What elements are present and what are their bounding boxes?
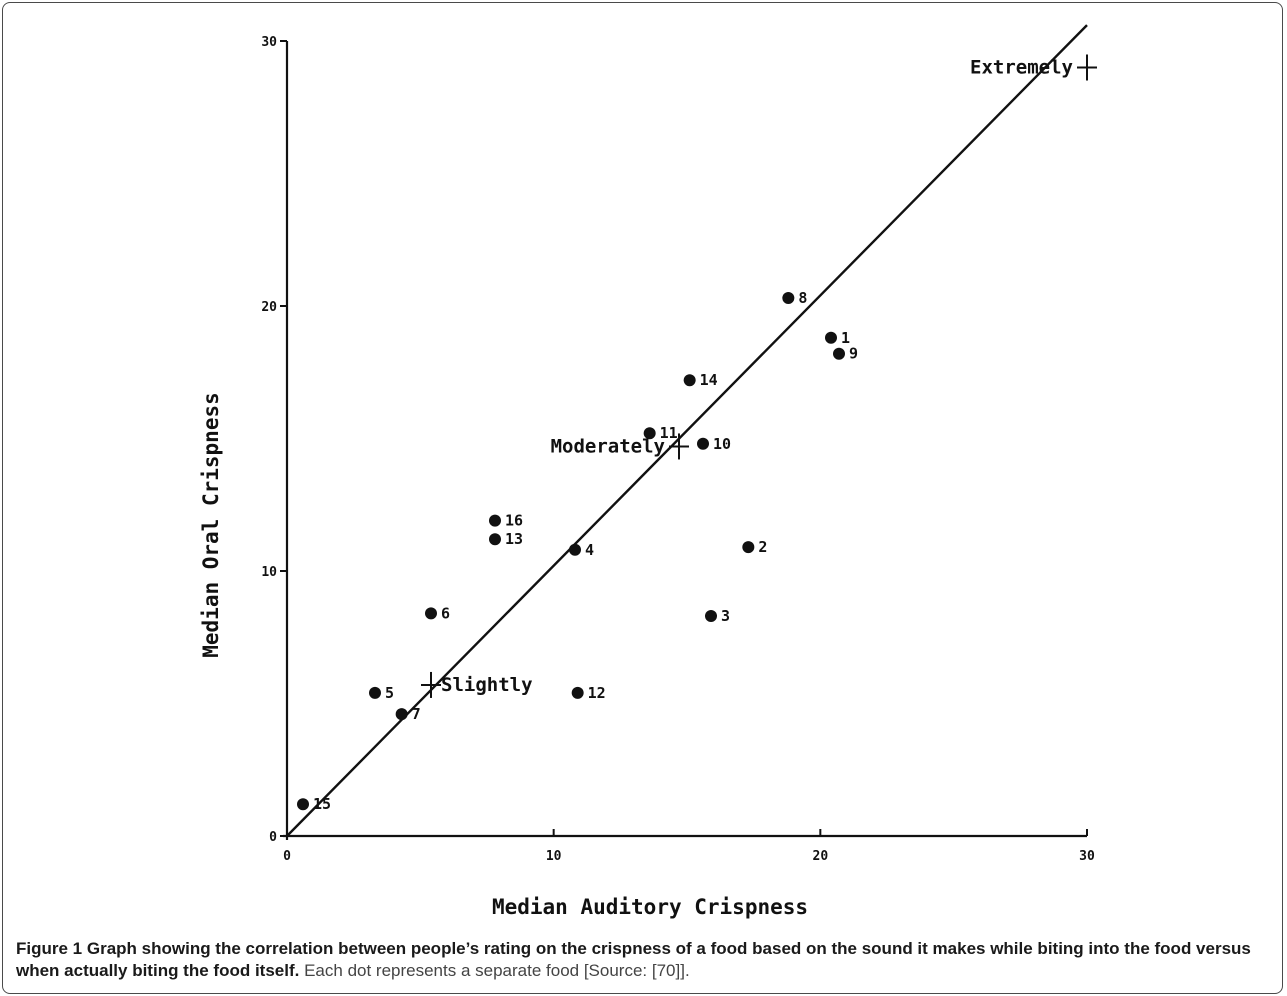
- x-axis-title: Median Auditory Crispness: [492, 895, 808, 919]
- fit-line-layer: [286, 24, 1088, 837]
- data-point-label: 2: [758, 538, 767, 556]
- y-tick-label: 10: [261, 565, 277, 580]
- data-point: [425, 607, 437, 620]
- data-point-label: 5: [385, 684, 394, 702]
- data-point: [297, 798, 309, 811]
- caption-figure-label: Figure 1: [16, 939, 83, 958]
- data-point: [489, 533, 501, 546]
- reference-label: Slightly: [441, 674, 533, 696]
- data-point: [395, 708, 408, 721]
- fit-line: [286, 24, 1088, 837]
- data-point-label: 12: [588, 684, 606, 702]
- data-point: [705, 610, 717, 623]
- data-point-label: 3: [721, 607, 730, 625]
- x-tick-label: 20: [813, 849, 829, 864]
- data-point-label: 11: [660, 424, 678, 442]
- caption-bold-text: Graph showing the correlation between pe…: [16, 939, 1251, 980]
- x-tick-label: 10: [546, 849, 562, 864]
- x-tick-label: 0: [283, 849, 291, 864]
- data-point-label: 10: [713, 435, 731, 453]
- y-axis-title: Median Oral Crispness: [199, 392, 223, 658]
- data-point-label: 1: [841, 329, 850, 347]
- data-point: [825, 331, 837, 344]
- figure-caption: Figure 1 Graph showing the correlation b…: [16, 938, 1271, 982]
- data-point-label: 7: [412, 705, 421, 723]
- y-tick-label: 30: [261, 35, 277, 50]
- data-point: [489, 514, 501, 527]
- data-point-label: 6: [441, 604, 450, 622]
- reference-points-layer: Slightly Moderately Extremely: [421, 54, 1097, 698]
- data-point-label: 13: [505, 530, 523, 548]
- data-point: [742, 541, 755, 554]
- data-point: [571, 686, 584, 699]
- y-tick-label: 20: [261, 300, 277, 315]
- y-tick-label: 0: [269, 830, 277, 845]
- x-tick-label: 30: [1079, 849, 1095, 864]
- reference-label: Moderately: [551, 435, 665, 457]
- data-point: [569, 543, 581, 556]
- data-point: [369, 686, 381, 699]
- data-point-label: 15: [313, 795, 331, 813]
- data-point: [833, 347, 845, 360]
- caption-normal-text: Each dot represents a separate food [Sou…: [304, 961, 690, 980]
- data-point-label: 16: [505, 512, 523, 530]
- axes: 0 10 20 30 0 10 20 30: [261, 35, 1095, 864]
- scatter-chart: 0 10 20 30 0 10 20 30 Slightly Moderately Extreme…: [199, 24, 1097, 919]
- data-point-label: 9: [849, 345, 858, 363]
- data-point-label: 14: [700, 371, 718, 389]
- data-point-label: 4: [585, 541, 594, 559]
- data-point: [697, 437, 709, 450]
- data-point: [643, 427, 656, 440]
- data-point: [683, 374, 696, 387]
- data-point-label: 8: [798, 289, 807, 307]
- reference-label: Extremely: [970, 57, 1073, 79]
- data-point: [782, 292, 795, 305]
